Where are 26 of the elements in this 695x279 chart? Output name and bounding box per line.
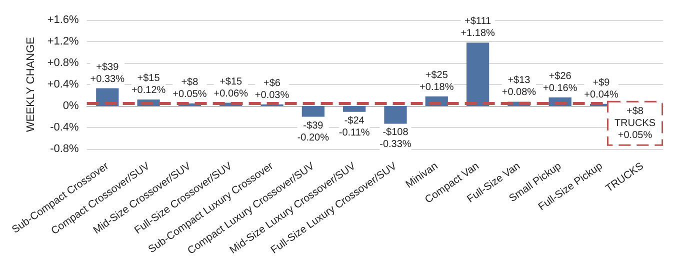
bar bbox=[466, 42, 490, 106]
data-label: +$8 +0.05% bbox=[172, 76, 207, 100]
y-tick-label: +1.6% bbox=[47, 14, 80, 26]
data-label: -$108 -0.33% bbox=[380, 127, 412, 150]
bar bbox=[384, 106, 407, 124]
data-label: -$39 -0.20% bbox=[297, 120, 330, 144]
data-label: +$6 +0.03% bbox=[254, 78, 290, 101]
y-tick-label: 0% bbox=[62, 100, 80, 112]
data-label: -$24 -0.11% bbox=[338, 115, 370, 138]
data-label: +$26 +0.16% bbox=[543, 70, 578, 94]
ref-line-label: +$8 TRUCKS +0.05% bbox=[614, 106, 656, 141]
bar bbox=[302, 106, 324, 117]
data-label: +$15 +0.12% bbox=[131, 73, 166, 96]
y-tick-label: +0.4% bbox=[47, 78, 80, 90]
data-label: +$9 +0.04% bbox=[584, 77, 618, 100]
data-label: +$25 +0.18% bbox=[420, 70, 454, 93]
data-label: +$13 +0.08% bbox=[502, 75, 536, 98]
bar bbox=[343, 106, 366, 112]
y-tick-label: +1.2% bbox=[47, 36, 80, 48]
data-label: +$15 +0.06% bbox=[214, 76, 248, 100]
y-axis-title: WEEKLY CHANGE bbox=[24, 37, 37, 132]
y-tick-label: -0.8% bbox=[50, 143, 80, 155]
data-label: +$39 +0.33% bbox=[90, 62, 125, 85]
y-tick-label: +0.8% bbox=[47, 57, 80, 69]
data-label: +$111 +1.18% bbox=[460, 16, 495, 40]
y-tick-label: -0.4% bbox=[50, 122, 80, 134]
